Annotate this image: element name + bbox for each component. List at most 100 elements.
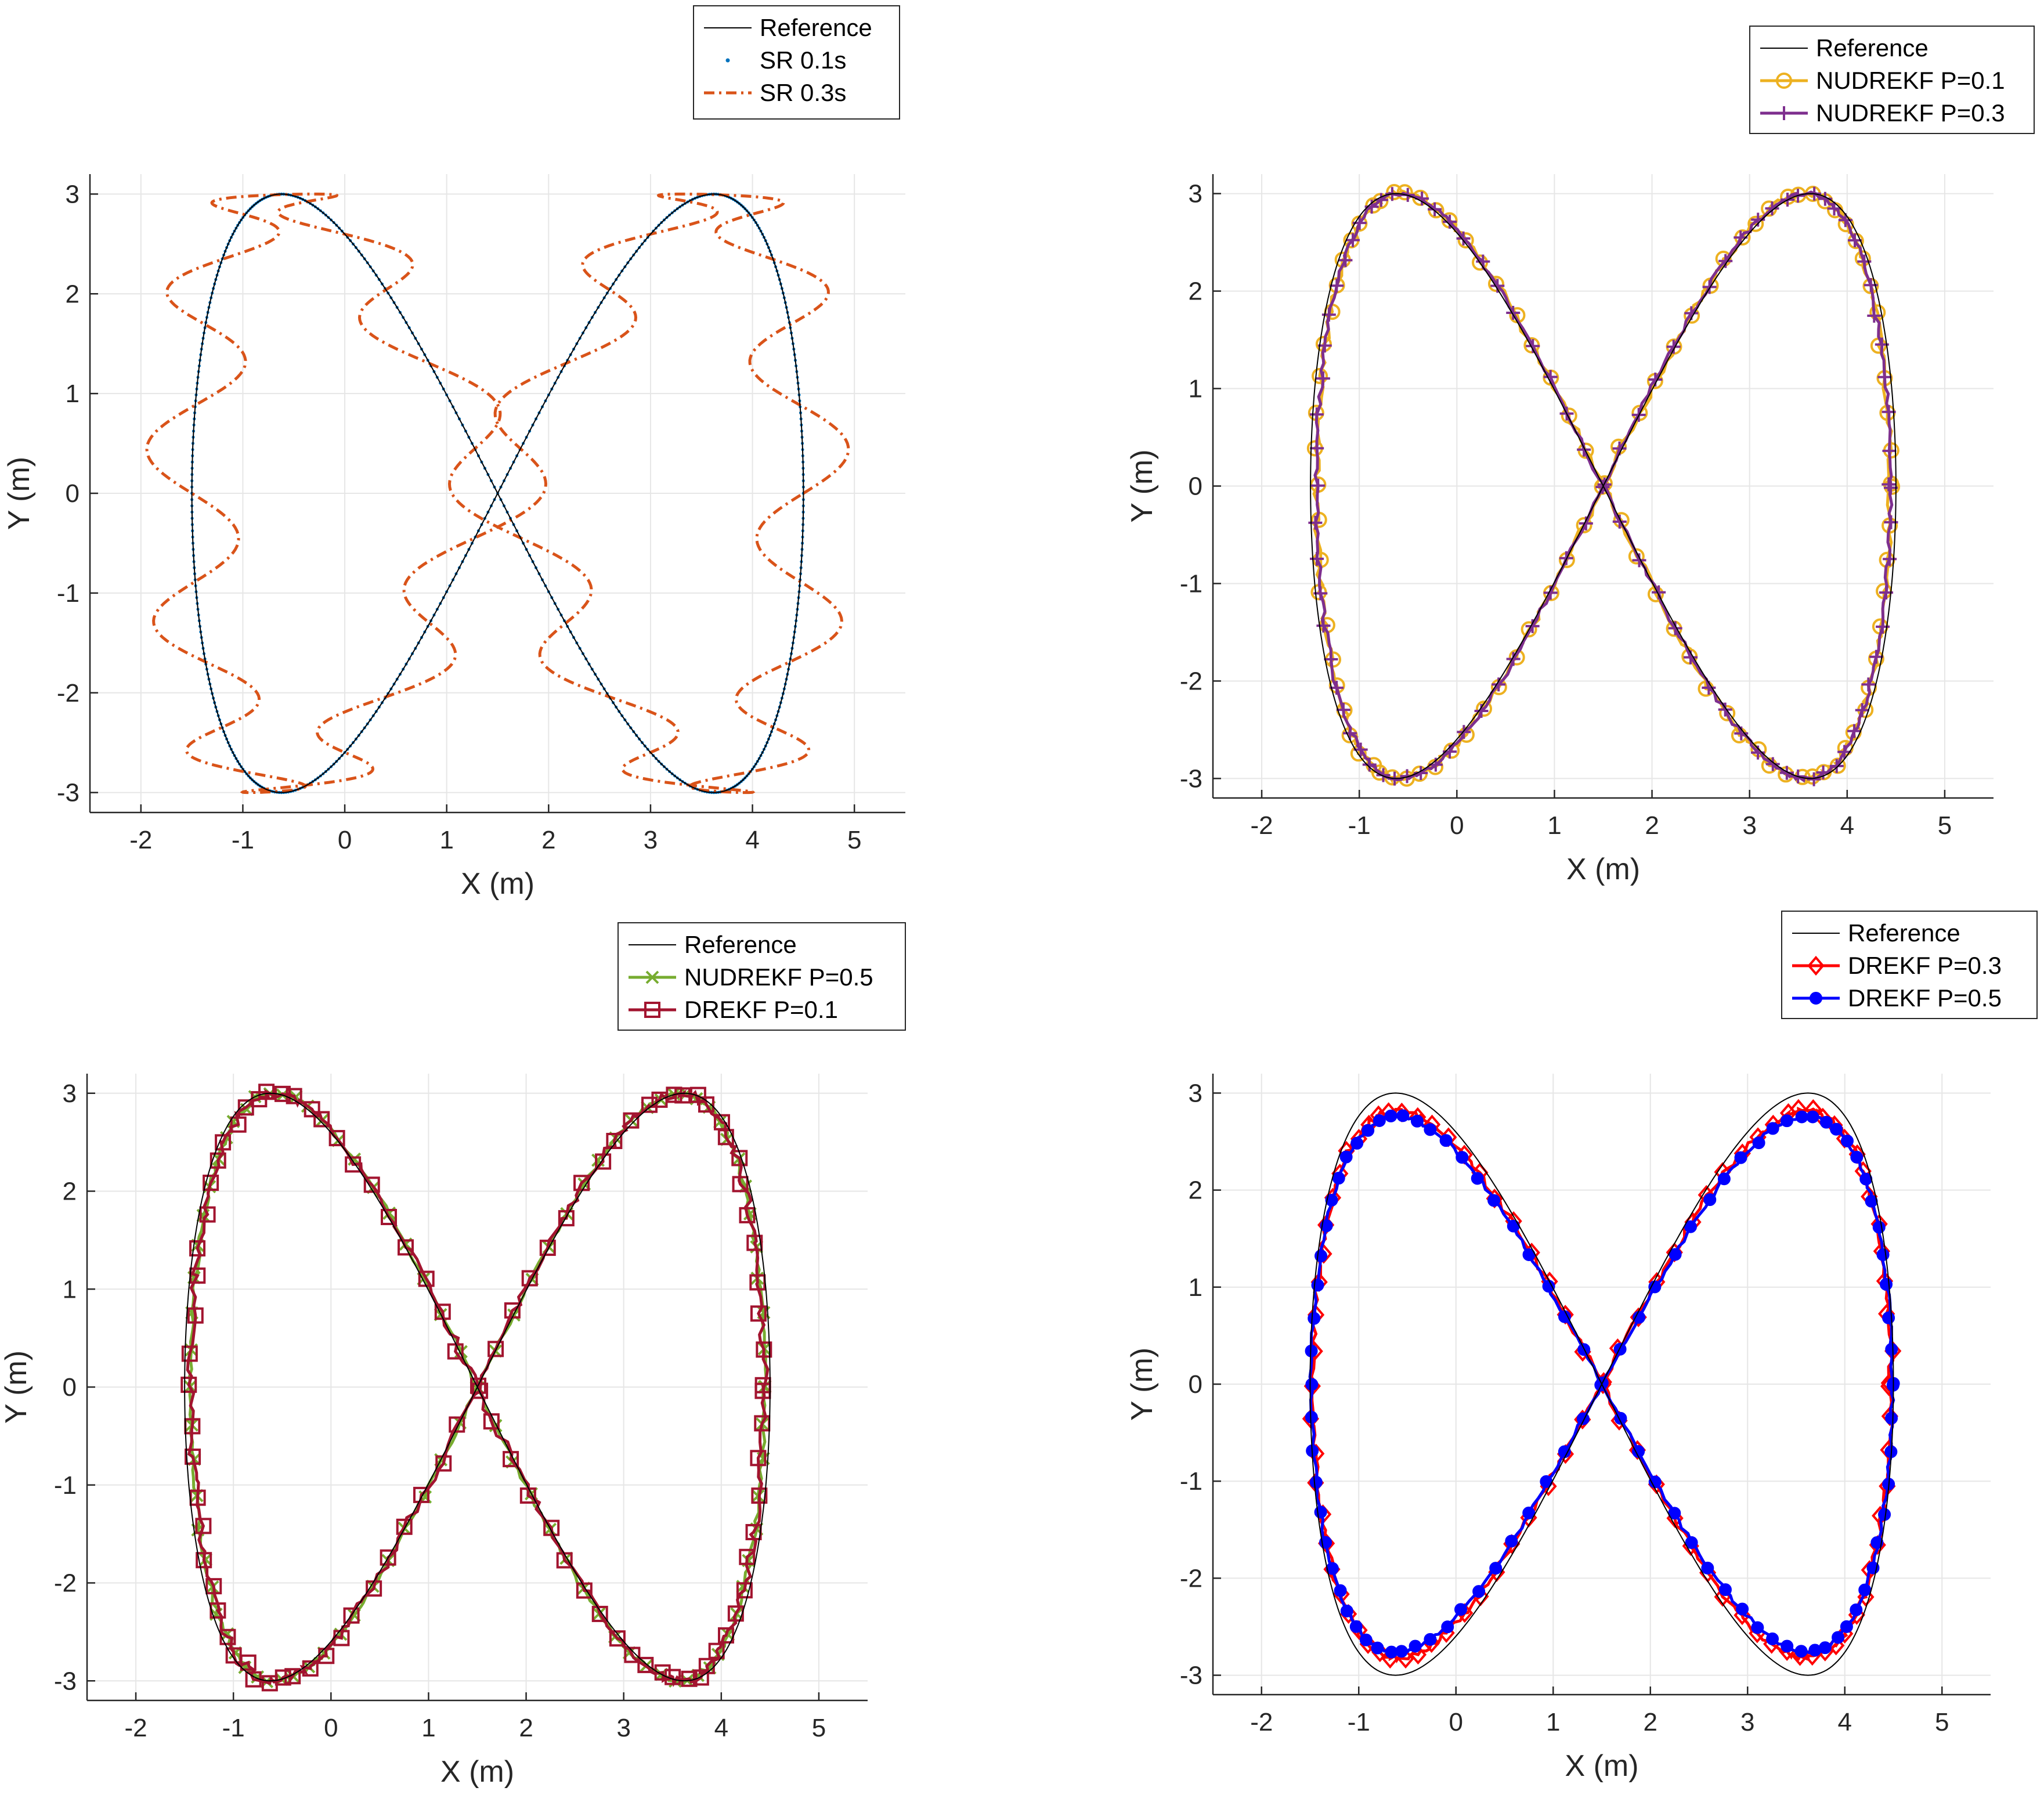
legend-item: DREKF P=0.5 xyxy=(1792,984,2002,1012)
data-marker xyxy=(205,1578,222,1595)
data-marker xyxy=(1684,1220,1697,1233)
data-marker xyxy=(196,1552,212,1569)
y-tick-label: -1 xyxy=(1180,569,1202,598)
series-drekf-p-0-5 xyxy=(1305,1109,1900,1659)
x-tick-label: -2 xyxy=(129,826,152,854)
data-marker xyxy=(1717,1172,1731,1186)
x-tick-label: -1 xyxy=(1348,1708,1370,1736)
x-tick-label: 5 xyxy=(812,1714,826,1742)
y-tick-label: 2 xyxy=(66,280,80,308)
legend-item: NUDREKF P=0.1 xyxy=(1760,67,2005,94)
data-marker xyxy=(1858,1583,1872,1597)
data-marker xyxy=(318,1648,335,1664)
legend-label: Reference xyxy=(1816,34,1929,62)
legend-label: NUDREKF P=0.3 xyxy=(1816,99,2005,127)
data-marker xyxy=(185,1448,201,1465)
data-marker xyxy=(1396,1109,1410,1122)
data-marker xyxy=(746,1234,763,1251)
data-marker xyxy=(1336,703,1350,717)
legend-marker xyxy=(1807,955,1825,976)
data-marker xyxy=(1718,1583,1732,1597)
data-marker xyxy=(1384,1109,1397,1122)
data-marker xyxy=(1305,1378,1319,1391)
data-marker xyxy=(1882,477,1896,492)
data-marker xyxy=(1441,1620,1454,1634)
data-marker xyxy=(210,1152,226,1169)
data-marker xyxy=(1506,652,1521,666)
legend-swatch xyxy=(725,58,730,63)
x-tick-label: 1 xyxy=(1547,811,1561,840)
data-marker xyxy=(189,1489,206,1506)
data-marker xyxy=(1324,652,1338,667)
data-marker xyxy=(1371,1641,1384,1655)
plot-area xyxy=(1306,183,1901,787)
data-marker xyxy=(641,1096,658,1113)
data-marker xyxy=(573,1175,590,1191)
data-marker xyxy=(1505,1534,1518,1548)
data-marker xyxy=(1861,677,1876,692)
y-tick-label: 3 xyxy=(1189,1079,1202,1107)
data-marker xyxy=(1490,279,1505,293)
legend-item: Reference xyxy=(704,14,872,41)
y-tick-label: -3 xyxy=(1180,764,1202,793)
data-marker xyxy=(187,1307,204,1324)
data-marker xyxy=(1848,233,1862,248)
data-marker xyxy=(713,1114,730,1131)
data-marker xyxy=(1439,1134,1453,1147)
data-marker xyxy=(1525,619,1540,633)
data-marker xyxy=(195,1518,212,1534)
legend-item: DREKF P=0.1 xyxy=(629,996,838,1023)
legend: Reference NUDREKF P=0.1 NUDREKF P=0.3 xyxy=(1749,26,2035,134)
legend-marker xyxy=(645,970,659,984)
x-tick-label: 4 xyxy=(1840,811,1854,840)
data-marker xyxy=(1765,201,1779,216)
data-marker xyxy=(1558,1445,1571,1458)
data-marker xyxy=(1311,478,1326,493)
data-marker xyxy=(1794,1645,1808,1658)
y-tick-label: 2 xyxy=(1189,277,1202,306)
data-marker xyxy=(189,1240,206,1257)
x-axis-label: X (m) xyxy=(461,867,535,901)
data-marker xyxy=(470,1377,487,1394)
legend-item: Reference xyxy=(1792,919,1960,947)
y-tick-label: 0 xyxy=(1189,1370,1202,1399)
data-marker xyxy=(1668,621,1682,635)
data-marker xyxy=(751,1487,768,1504)
data-marker xyxy=(1316,371,1330,386)
x-tick-label: -2 xyxy=(125,1714,147,1742)
data-marker xyxy=(576,1582,593,1599)
y-axis-label: Y (m) xyxy=(1125,449,1159,522)
data-marker xyxy=(1867,308,1882,323)
x-tick-label: 5 xyxy=(1935,1708,1949,1736)
data-marker xyxy=(1872,1220,1886,1234)
data-marker xyxy=(1558,1310,1572,1323)
legend-label: DREKF P=0.5 xyxy=(1848,984,2002,1012)
data-marker xyxy=(1350,1136,1364,1150)
plot-area xyxy=(1302,1092,1902,1676)
data-marker xyxy=(1386,183,1403,200)
x-tick-label: 2 xyxy=(1644,1708,1657,1736)
data-marker xyxy=(1385,1645,1398,1659)
data-marker xyxy=(1876,1248,1890,1262)
x-tick-label: 4 xyxy=(1838,1708,1852,1736)
data-marker xyxy=(595,1153,612,1170)
y-axis-label: Y (m) xyxy=(2,457,36,530)
data-marker xyxy=(1870,1536,1884,1550)
x-tick-label: 5 xyxy=(1938,811,1952,840)
data-marker xyxy=(1701,1561,1714,1575)
x-tick-label: 0 xyxy=(324,1714,338,1742)
data-marker xyxy=(1613,1342,1627,1356)
y-tick-label: -2 xyxy=(57,679,80,707)
data-marker xyxy=(396,1518,413,1535)
data-marker xyxy=(1766,1122,1779,1135)
data-marker xyxy=(1779,765,1794,780)
data-marker xyxy=(413,1486,430,1503)
data-marker xyxy=(1579,516,1593,530)
legend-label: NUDREKF P=0.1 xyxy=(1816,67,2005,94)
data-marker xyxy=(1885,1342,1898,1356)
data-marker xyxy=(181,1345,198,1362)
y-tick-label: 3 xyxy=(1189,180,1202,208)
y-tick-label: -1 xyxy=(54,1471,77,1500)
data-marker xyxy=(1316,619,1331,633)
data-marker xyxy=(503,1451,519,1468)
